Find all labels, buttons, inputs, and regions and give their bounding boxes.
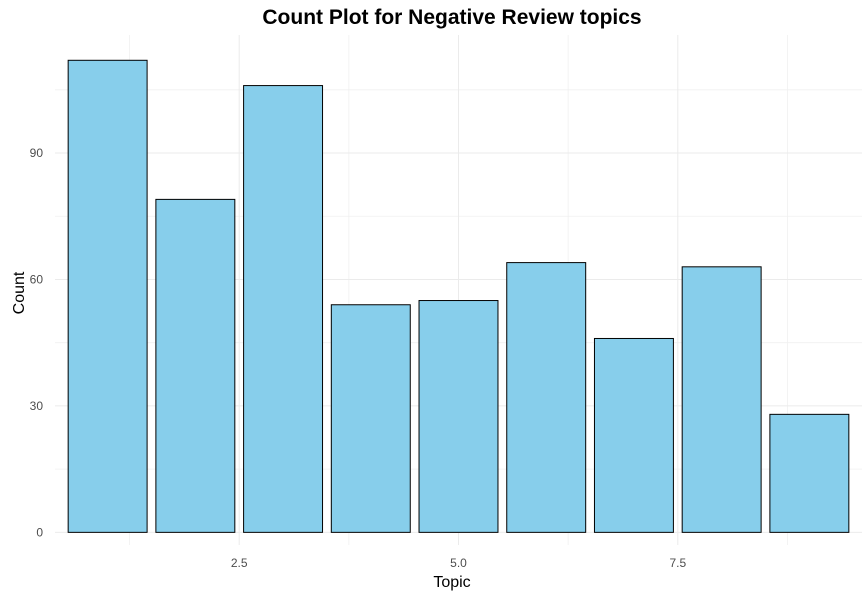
- x-axis-title: Topic: [433, 574, 470, 591]
- bar-topic-2: [155, 198, 236, 533]
- bar-topic-1: [67, 59, 148, 533]
- y-tick-labels: 0 30 60 90: [30, 146, 44, 539]
- y-tick-label: 30: [30, 399, 44, 413]
- bar-topic-4: [330, 304, 411, 533]
- y-tick-label: 60: [30, 272, 44, 286]
- y-tick-label: 0: [36, 525, 43, 539]
- bar-topic-9: [769, 413, 850, 533]
- bar-topic-6: [506, 262, 587, 533]
- bars: [67, 59, 850, 533]
- x-tick-label: 2.5: [231, 556, 248, 570]
- x-tick-label: 5.0: [450, 556, 467, 570]
- y-axis-title: Count: [11, 271, 28, 314]
- bar-topic-5: [418, 300, 499, 533]
- chart-title: Count Plot for Negative Review topics: [262, 6, 642, 29]
- x-tick-labels: 2.5 5.0 7.5: [231, 556, 687, 570]
- y-tick-label: 90: [30, 146, 44, 160]
- bar-topic-3: [243, 85, 324, 533]
- bar-topic-8: [681, 266, 762, 533]
- bar-topic-7: [593, 337, 674, 533]
- x-tick-label: 7.5: [669, 556, 686, 570]
